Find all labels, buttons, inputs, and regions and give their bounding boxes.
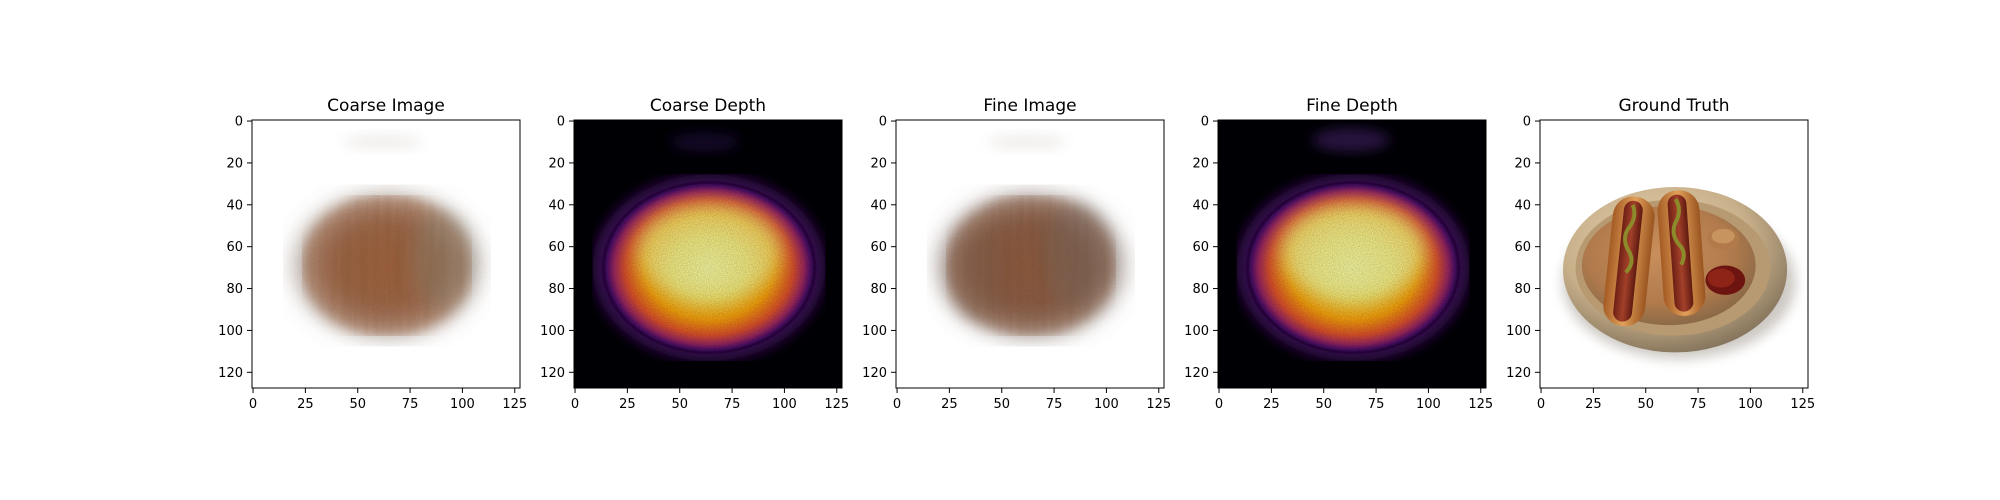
panel-title: Coarse Image <box>327 96 445 116</box>
panel: Fine Depth 0 25 50 75 100 125 0 20 40 60 80 100 120 <box>1184 96 1493 412</box>
panel-image <box>1540 120 1808 388</box>
y-tick-label: 0 <box>879 115 887 130</box>
x-tick-label: 125 <box>1790 397 1815 412</box>
panel-image <box>1218 120 1486 388</box>
x-tick-label: 100 <box>1738 397 1763 412</box>
x-tick-label: 25 <box>1263 397 1280 412</box>
x-tick-label: 25 <box>297 397 314 412</box>
y-tick-label: 20 <box>548 156 565 171</box>
x-tick-label: 75 <box>1690 397 1707 412</box>
y-tick-label: 80 <box>548 282 565 297</box>
x-tick-label: 75 <box>1046 397 1063 412</box>
y-tick-label: 40 <box>870 198 887 213</box>
x-tick-label: 50 <box>671 397 688 412</box>
x-tick-label: 75 <box>402 397 419 412</box>
panel-title: Fine Image <box>983 96 1076 116</box>
x-tick-label: 50 <box>1315 397 1332 412</box>
panel-title: Coarse Depth <box>650 96 766 116</box>
y-tick-label: 120 <box>540 366 565 381</box>
panel: Coarse Depth 0 25 50 75 100 125 0 20 40 60 80 100 120 <box>540 96 849 412</box>
y-tick-label: 100 <box>218 324 243 339</box>
y-tick-label: 20 <box>870 156 887 171</box>
y-tick-label: 60 <box>1514 240 1531 255</box>
panel-image <box>252 120 520 388</box>
x-tick-label: 25 <box>1585 397 1602 412</box>
axes-frame <box>895 119 1165 389</box>
y-tick-label: 0 <box>557 115 565 130</box>
y-tick-label: 0 <box>235 115 243 130</box>
y-tick-label: 100 <box>540 324 565 339</box>
y-tick-label: 60 <box>870 240 887 255</box>
x-tick-label: 100 <box>772 397 797 412</box>
y-tick-label: 80 <box>226 282 243 297</box>
x-tick-label: 125 <box>824 397 849 412</box>
y-tick-label: 120 <box>218 366 243 381</box>
y-tick-label: 120 <box>1184 366 1209 381</box>
x-tick-label: 125 <box>502 397 527 412</box>
x-tick-label: 100 <box>1094 397 1119 412</box>
panel-image <box>896 120 1164 388</box>
x-tick-label: 0 <box>1537 397 1545 412</box>
panel: Coarse Image 0 25 50 75 100 125 0 20 40 60 80 100 120 <box>218 96 527 412</box>
y-tick-label: 0 <box>1523 115 1531 130</box>
y-tick-label: 80 <box>1514 282 1531 297</box>
axes-frame <box>573 119 843 389</box>
x-tick-label: 75 <box>724 397 741 412</box>
y-tick-label: 40 <box>548 198 565 213</box>
panel: Fine Image 0 25 50 75 100 125 0 20 40 60 80 100 120 <box>862 96 1171 412</box>
axes-frame <box>1217 119 1487 389</box>
x-tick-label: 0 <box>249 397 257 412</box>
y-tick-label: 120 <box>862 366 887 381</box>
x-tick-label: 100 <box>450 397 475 412</box>
x-tick-label: 25 <box>619 397 636 412</box>
y-tick-label: 80 <box>1192 282 1209 297</box>
y-tick-label: 60 <box>226 240 243 255</box>
x-tick-label: 0 <box>1215 397 1223 412</box>
x-tick-label: 125 <box>1146 397 1171 412</box>
panel-title: Ground Truth <box>1618 96 1729 116</box>
y-tick-label: 100 <box>1184 324 1209 339</box>
panel-title: Fine Depth <box>1306 96 1398 116</box>
x-tick-label: 125 <box>1468 397 1493 412</box>
x-tick-label: 75 <box>1368 397 1385 412</box>
y-tick-label: 60 <box>548 240 565 255</box>
y-tick-label: 20 <box>226 156 243 171</box>
x-tick-label: 0 <box>893 397 901 412</box>
axes-frame <box>1539 119 1809 389</box>
x-tick-label: 0 <box>571 397 579 412</box>
y-tick-label: 100 <box>862 324 887 339</box>
panel: Ground Truth 0 25 50 75 100 125 0 20 40 60 80 100 120 <box>1506 96 1815 412</box>
y-tick-label: 40 <box>1192 198 1209 213</box>
y-tick-label: 40 <box>226 198 243 213</box>
y-tick-label: 120 <box>1506 366 1531 381</box>
x-tick-label: 50 <box>993 397 1010 412</box>
y-tick-label: 100 <box>1506 324 1531 339</box>
x-tick-label: 100 <box>1416 397 1441 412</box>
y-tick-label: 60 <box>1192 240 1209 255</box>
y-tick-label: 20 <box>1192 156 1209 171</box>
y-tick-label: 0 <box>1201 115 1209 130</box>
y-tick-label: 80 <box>870 282 887 297</box>
x-tick-label: 50 <box>1637 397 1654 412</box>
x-tick-label: 50 <box>349 397 366 412</box>
y-tick-label: 40 <box>1514 198 1531 213</box>
axes-frame <box>251 119 521 389</box>
panel-image <box>574 120 842 388</box>
x-tick-label: 25 <box>941 397 958 412</box>
y-tick-label: 20 <box>1514 156 1531 171</box>
